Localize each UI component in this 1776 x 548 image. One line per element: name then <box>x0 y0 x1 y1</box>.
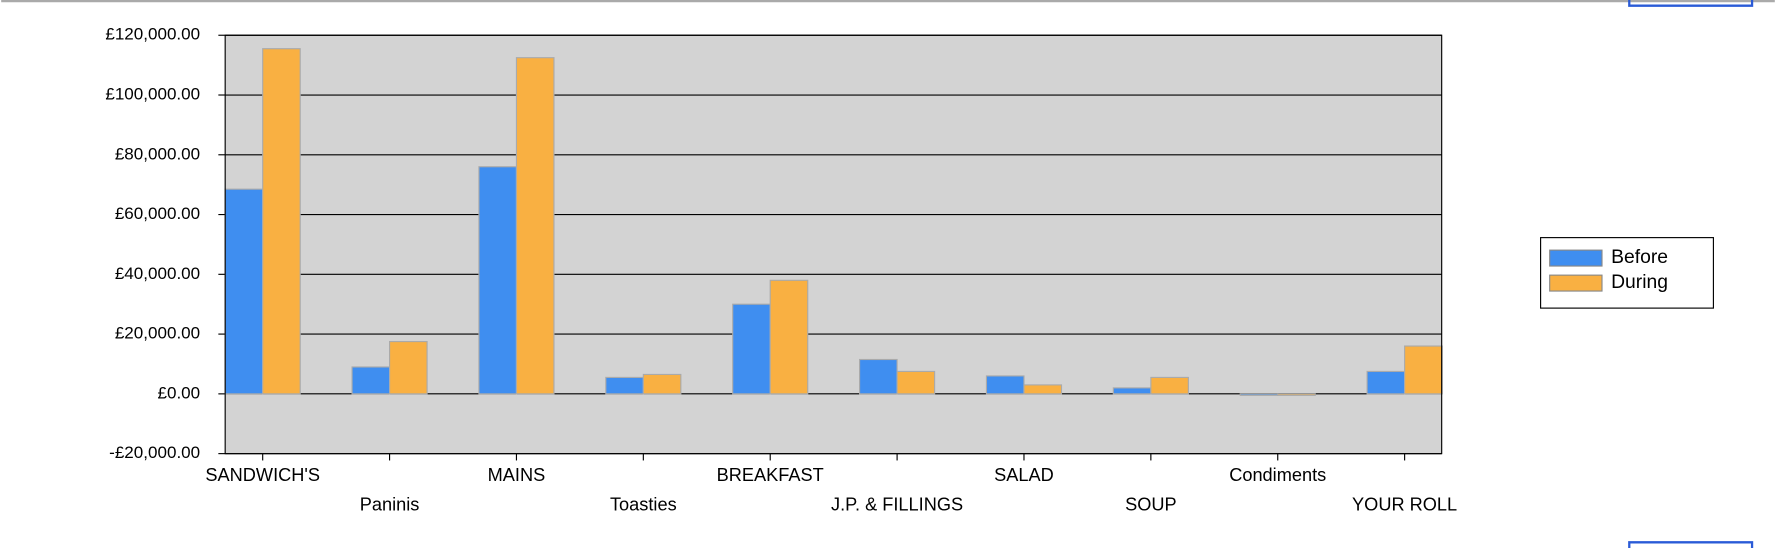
x-tick-label: SANDWICH'S <box>205 465 320 485</box>
legend <box>1540 237 1714 309</box>
bar <box>1239 393 1279 396</box>
bar <box>262 48 301 395</box>
x-tick-label: Paninis <box>360 495 420 515</box>
y-tick-label: £40,000.00 <box>115 264 200 283</box>
bar <box>859 358 898 395</box>
bar <box>389 340 428 395</box>
legend-swatch <box>1549 274 1603 292</box>
x-tick-label: J.P. & FILLINGS <box>831 495 963 515</box>
bar <box>478 166 518 395</box>
bar <box>732 303 771 395</box>
bar <box>351 366 391 395</box>
bar <box>1366 370 1406 395</box>
y-tick-label: £80,000.00 <box>115 144 200 163</box>
x-tick-label: Condiments <box>1229 465 1326 485</box>
bar <box>1023 384 1063 395</box>
y-tick-label: £0.00 <box>157 383 200 402</box>
x-tick-label: Toasties <box>610 495 677 515</box>
bar <box>224 188 264 395</box>
y-tick-label: £100,000.00 <box>105 85 200 104</box>
bar <box>605 376 644 395</box>
frame-corner <box>1628 0 1754 7</box>
x-tick-label: MAINS <box>488 465 546 485</box>
x-tick-label: SALAD <box>994 465 1054 485</box>
bar <box>985 375 1025 395</box>
bar <box>896 370 936 395</box>
bar <box>515 57 555 395</box>
bar <box>1150 376 1189 395</box>
bar <box>642 373 682 395</box>
bar <box>1112 387 1152 395</box>
bar <box>769 279 809 395</box>
legend-label: During <box>1611 272 1668 293</box>
y-tick-label: £120,000.00 <box>105 25 200 44</box>
x-tick-label: YOUR ROLL <box>1352 495 1457 515</box>
bar <box>1277 393 1316 396</box>
frame-corner <box>1628 541 1754 548</box>
y-tick-label: £60,000.00 <box>115 204 200 223</box>
x-tick-label: BREAKFAST <box>717 465 824 485</box>
y-tick-label: £20,000.00 <box>115 324 200 343</box>
y-tick-label: -£20,000.00 <box>109 443 200 462</box>
bar <box>1404 345 1443 395</box>
x-tick-label: SOUP <box>1125 495 1177 515</box>
legend-swatch <box>1549 249 1603 267</box>
legend-label: Before <box>1611 247 1668 268</box>
plot-frame <box>224 34 1443 455</box>
plot-area <box>225 35 1442 454</box>
